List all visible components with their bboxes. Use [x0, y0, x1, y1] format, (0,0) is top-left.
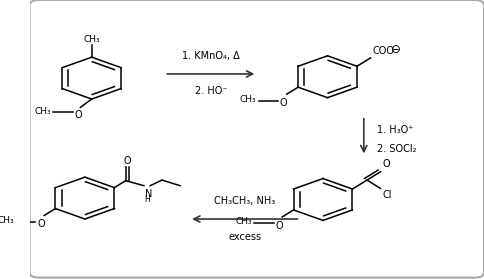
- Text: 2. SOCl₂: 2. SOCl₂: [378, 144, 417, 154]
- Text: CH₃CH₃, NH₃: CH₃CH₃, NH₃: [214, 196, 275, 206]
- Text: CH₃: CH₃: [240, 95, 257, 104]
- Text: H: H: [145, 195, 151, 205]
- Text: 1. H₃O⁺: 1. H₃O⁺: [378, 125, 414, 135]
- Text: O: O: [280, 98, 287, 108]
- Text: O: O: [383, 160, 391, 170]
- Text: O: O: [124, 156, 131, 166]
- Text: excess: excess: [228, 232, 261, 242]
- Text: O: O: [275, 220, 283, 230]
- Text: 2. HO⁻: 2. HO⁻: [195, 86, 227, 97]
- FancyBboxPatch shape: [30, 0, 484, 278]
- Text: ⊖: ⊖: [391, 43, 401, 56]
- Text: O: O: [74, 110, 82, 120]
- Text: O: O: [37, 219, 45, 229]
- Text: CH₃: CH₃: [0, 216, 14, 225]
- Text: Cl: Cl: [382, 190, 392, 199]
- Text: CH₃: CH₃: [34, 107, 51, 116]
- Text: COO: COO: [373, 47, 395, 56]
- Text: CH₃: CH₃: [83, 35, 100, 44]
- Text: 1. KMnO₄, Δ: 1. KMnO₄, Δ: [182, 51, 240, 61]
- Text: N: N: [145, 189, 152, 199]
- Text: CH₃: CH₃: [235, 217, 252, 227]
